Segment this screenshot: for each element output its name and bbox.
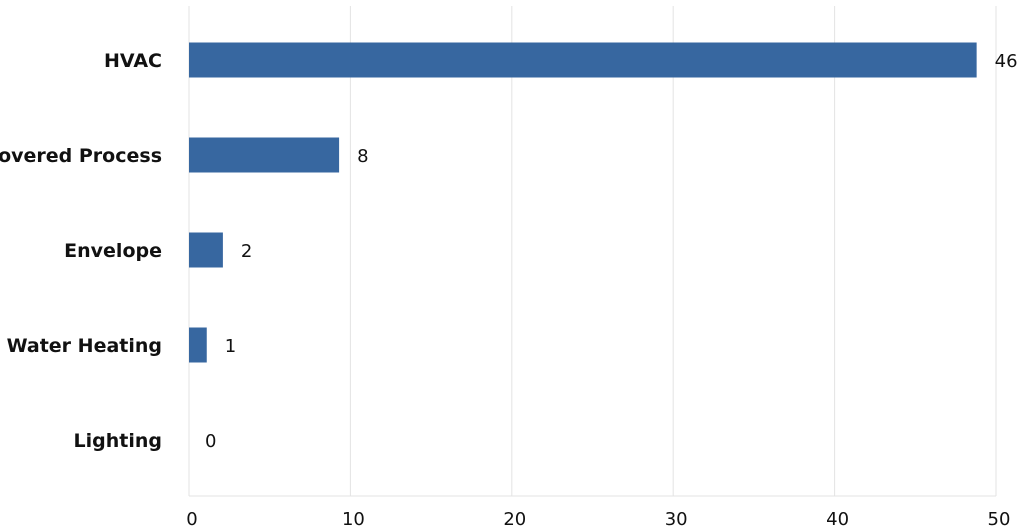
x-tick-label-40: 40 xyxy=(826,509,849,530)
category-label-lighting: Lighting xyxy=(74,430,162,452)
category-labels: HVAC Covered Process Envelope Water Heating… xyxy=(0,50,162,452)
bar-envelope xyxy=(189,232,223,268)
bar-water-heating xyxy=(189,327,207,363)
x-tick-labels: 0 10 20 30 40 50 xyxy=(186,509,1010,530)
bar-covered-process xyxy=(189,137,340,173)
value-label-water-heating: 1 xyxy=(225,336,236,357)
category-label-covered-process: Covered Process xyxy=(0,145,162,167)
bar-hvac xyxy=(189,42,977,78)
x-tick-label-30: 30 xyxy=(665,509,688,530)
x-tick-label-50: 50 xyxy=(988,509,1011,530)
gridlines xyxy=(188,6,997,497)
value-labels: 46 8 2 1 0 xyxy=(205,51,1018,452)
category-label-envelope: Envelope xyxy=(64,240,162,262)
x-tick-label-10: 10 xyxy=(342,509,365,530)
x-tick-label-20: 20 xyxy=(503,509,526,530)
value-label-covered-process: 8 xyxy=(357,146,368,167)
x-tick-label-0: 0 xyxy=(186,509,197,530)
bars xyxy=(189,42,977,363)
category-label-hvac: HVAC xyxy=(104,50,162,72)
value-label-hvac: 46 xyxy=(995,51,1018,72)
value-label-envelope: 2 xyxy=(241,241,252,262)
category-label-water-heating: Water Heating xyxy=(7,335,162,357)
value-label-lighting: 0 xyxy=(205,431,216,452)
